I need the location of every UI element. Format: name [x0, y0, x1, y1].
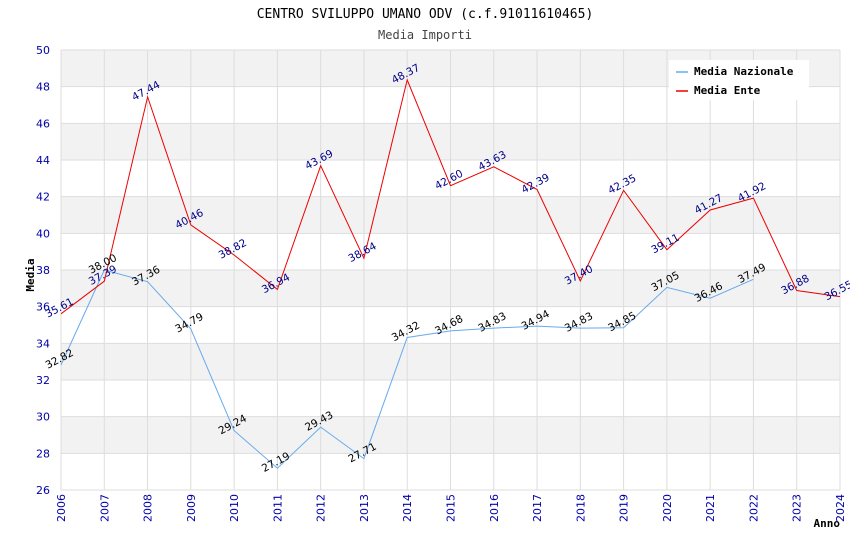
series-lines — [60, 78, 841, 469]
data-label: 34.85 — [606, 310, 638, 335]
x-tick-label: 2007 — [98, 494, 111, 522]
x-tick-label: 2023 — [791, 494, 804, 522]
legend: Media Nazionale Media Ente — [669, 60, 809, 100]
data-label: 39.11 — [649, 232, 681, 257]
x-tick-label: 2017 — [531, 494, 544, 522]
y-tick-label: 36 — [36, 301, 50, 314]
y-tick-label: 50 — [36, 44, 50, 57]
y-tick-label: 40 — [36, 227, 50, 240]
x-tick-label: 2018 — [574, 494, 587, 522]
data-label: 35.61 — [44, 296, 76, 321]
y-tick-label: 46 — [36, 117, 50, 130]
legend-box — [669, 60, 809, 100]
x-tick-label: 2009 — [185, 494, 198, 522]
y-tick-label: 30 — [36, 411, 50, 424]
data-label: 34.83 — [476, 310, 508, 335]
x-tick-label: 2006 — [55, 494, 68, 522]
y-tick-labels: 26 28 30 32 34 36 38 40 42 44 46 48 50 — [36, 44, 50, 497]
data-label: 34.83 — [563, 310, 595, 335]
x-tick-label: 2024 — [834, 494, 847, 522]
legend-label-media-nazionale: Media Nazionale — [694, 65, 794, 78]
series-line-media-ente — [60, 78, 841, 315]
x-tick-label: 2012 — [315, 494, 328, 522]
chart-subtitle: Media Importi — [378, 28, 472, 42]
x-tick-label: 2016 — [488, 494, 501, 522]
data-label: 42.39 — [520, 172, 552, 197]
data-label: 34.68 — [433, 313, 465, 338]
x-tick-label: 2022 — [747, 494, 760, 522]
x-tick-label: 2014 — [401, 494, 414, 522]
y-tick-label: 38 — [36, 264, 50, 277]
x-tick-label: 2015 — [445, 494, 458, 522]
y-tick-label: 32 — [36, 374, 50, 387]
data-label: 38.82 — [217, 237, 249, 262]
chart-title: CENTRO SVILUPPO UMANO ODV (c.f.910116104… — [257, 7, 594, 22]
x-tick-label: 2010 — [228, 494, 241, 522]
y-tick-label: 48 — [36, 81, 50, 94]
x-tick-label: 2008 — [142, 494, 155, 522]
y-tick-label: 34 — [36, 337, 50, 350]
data-label: 34.94 — [520, 308, 552, 333]
y-axis-label: Media — [24, 258, 37, 291]
data-label: 42.60 — [433, 168, 465, 193]
data-label: 27.19 — [260, 450, 292, 475]
x-tick-label: 2011 — [271, 494, 284, 522]
series-line-media-nazionale — [60, 269, 754, 469]
gridlines — [60, 49, 841, 491]
y-tick-label: 44 — [36, 154, 50, 167]
x-tick-label: 2013 — [358, 494, 371, 522]
x-tick-labels: 2006 2007 2008 2009 2010 2011 2012 2013 2014 2015… — [55, 494, 847, 522]
y-tick-label: 28 — [36, 447, 50, 460]
x-axis-label: Anno — [814, 517, 841, 530]
legend-label-media-ente: Media Ente — [694, 84, 761, 97]
data-label: 38.64 — [346, 240, 378, 265]
y-tick-label: 42 — [36, 191, 50, 204]
y-tick-label: 26 — [36, 484, 50, 497]
x-tick-label: 2021 — [704, 494, 717, 522]
x-tick-label: 2019 — [618, 494, 631, 522]
x-tick-label: 2020 — [661, 494, 674, 522]
